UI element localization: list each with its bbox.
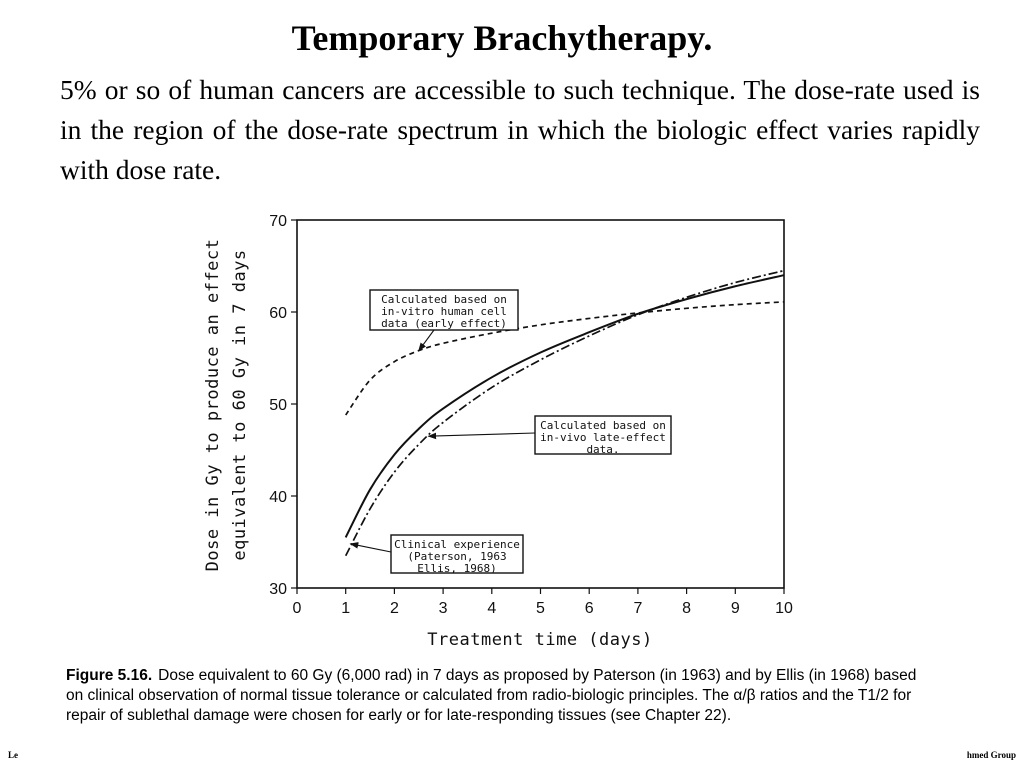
x-tick-label: 1 (341, 600, 350, 617)
annotation-text: data (early effect) (381, 317, 507, 330)
series-line-dashdot (344, 269, 785, 557)
annotation-text: in-vitro human cell (381, 305, 507, 318)
annotation-text: Clinical experience (394, 538, 520, 551)
x-tick-label: 0 (293, 600, 302, 617)
annotation-box (390, 534, 524, 574)
y-axis-title-line-1: Dose in Gy to produce an effect (203, 239, 223, 572)
annotation-arrow (418, 329, 435, 352)
y-tick-label: 60 (269, 305, 287, 322)
figure-label: Figure 5.16. (66, 667, 153, 684)
y-axis-title-line-2: equivalent to 60 Gy in 7 days (230, 249, 250, 560)
annotation-text: (Paterson, 1963 (407, 550, 506, 563)
y-tick-label: 50 (269, 397, 287, 414)
annotation-text: Calculated based on (381, 293, 507, 306)
slide-title: Temporary Brachytherapy. (291, 18, 713, 58)
annotation-arrow (349, 542, 392, 553)
figure-caption-text: Dose equivalent to 60 Gy (6,000 rad) in … (66, 667, 917, 724)
annotation-text: Ellis, 1968) (417, 562, 496, 575)
annotation-box (369, 289, 519, 331)
x-tick-label: 8 (682, 600, 691, 617)
x-tick-label: 10 (775, 600, 793, 617)
y-tick-label: 30 (269, 581, 287, 598)
annotation-arrow (427, 432, 536, 440)
annotation-box (534, 415, 672, 455)
footer-left-text: Le (8, 750, 18, 760)
annotation-text: in-vivo late-effect (540, 431, 666, 444)
x-tick-label: 4 (487, 600, 496, 617)
x-tick-label: 7 (633, 600, 642, 617)
figure-caption: Figure 5.16. Dose equivalent to 60 Gy (6,… (66, 666, 936, 726)
x-axis-title: Treatment time (days) (427, 630, 652, 650)
x-tick-label: 5 (536, 600, 545, 617)
x-tick-label: 3 (439, 600, 448, 617)
y-tick-label: 70 (269, 213, 287, 230)
x-tick-label: 2 (390, 600, 399, 617)
slide-body-text: 5% or so of human cancers are accessible… (60, 74, 980, 185)
annotation-text: data. (586, 443, 619, 456)
y-tick-label: 40 (269, 489, 287, 506)
chart-annotation: Clinical experience(Paterson, 1963Ellis,… (349, 534, 524, 575)
x-tick-label: 6 (585, 600, 594, 617)
plot-frame (296, 219, 785, 589)
footer-right-text: hmed Group (966, 750, 1016, 760)
x-tick-label: 9 (731, 600, 740, 617)
series-line-solid (344, 274, 785, 538)
annotation-text: Calculated based on (540, 419, 666, 432)
